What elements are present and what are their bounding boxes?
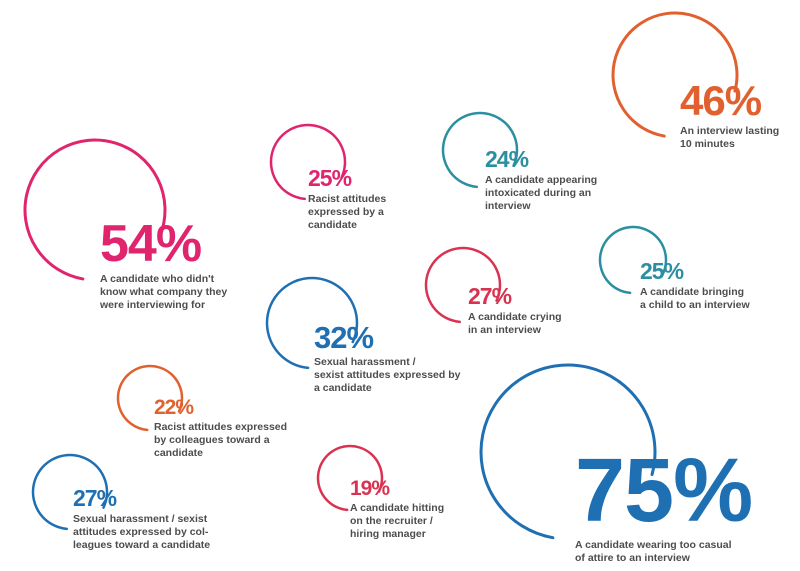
stat-item: 19% A candidate hitting on the recruiter … [350,478,470,541]
stat-item: 24% A candidate appearing intoxicated dur… [485,148,625,213]
stat-description: Sexual harassment / sexist attitudes exp… [314,356,461,394]
stat-description: Sexual harassment / sexist attitudes exp… [73,513,211,551]
stat-percentage: 24% [485,146,529,172]
stat-description: A candidate hitting on the recruiter / h… [350,502,445,540]
stat-item: 25% Racist attitudes expressed by a candi… [308,167,428,232]
stat-description: A candidate bringing a child to an inter… [640,286,750,311]
stat-description: Racist attitudes expressed by colleagues… [154,421,288,459]
stat-percentage: 32% [314,320,374,355]
stat-percentage: 25% [640,258,684,284]
stat-ring [441,111,519,189]
stat-percentage: 25% [308,165,352,191]
stat-description: A candidate appearing intoxicated during… [485,174,598,212]
stat-item: 25% A candidate bringing a child to an in… [640,260,780,312]
stat-description: An interview lasting 10 minutes [680,125,780,150]
stat-percentage: 46% [680,77,762,124]
stat-percentage: 19% [350,477,390,500]
stat-item: 22% Racist attitudes expressed by colleag… [154,397,304,460]
stat-percentage: 27% [468,283,512,309]
stat-percentage: 75% [575,441,753,541]
stat-item: 54% A candidate who didn't know what comp… [100,218,260,312]
stat-percentage: 54% [100,215,202,273]
stat-item: 46% An interview lasting 10 minutes [680,80,800,151]
stat-ring [316,444,384,512]
stat-description: A candidate who didn't know what company… [100,273,228,311]
stat-item: 32% Sexual harassment / sexist attitudes … [314,322,484,395]
stat-item: 75% A candidate wearing too casual of att… [575,446,785,565]
stat-item: 27% Sexual harassment / sexist attitudes … [73,487,233,552]
stat-ring [23,138,167,281]
stat-percentage: 22% [154,396,194,419]
stat-ring [31,453,109,531]
stat-ring [611,11,739,138]
stat-ring [116,364,184,432]
stat-description: A candidate wearing too casual of attire… [575,539,732,564]
stat-ring [265,276,359,370]
stat-item: 27% A candidate crying in an interview [468,285,588,337]
stat-percentage: 27% [73,485,117,511]
stat-description: A candidate crying in an interview [468,311,562,336]
stat-ring [479,363,657,540]
stat-ring [598,225,668,295]
stat-ring [424,246,502,324]
stat-description: Racist attitudes expressed by a candidat… [308,193,387,231]
stat-ring [269,123,347,201]
